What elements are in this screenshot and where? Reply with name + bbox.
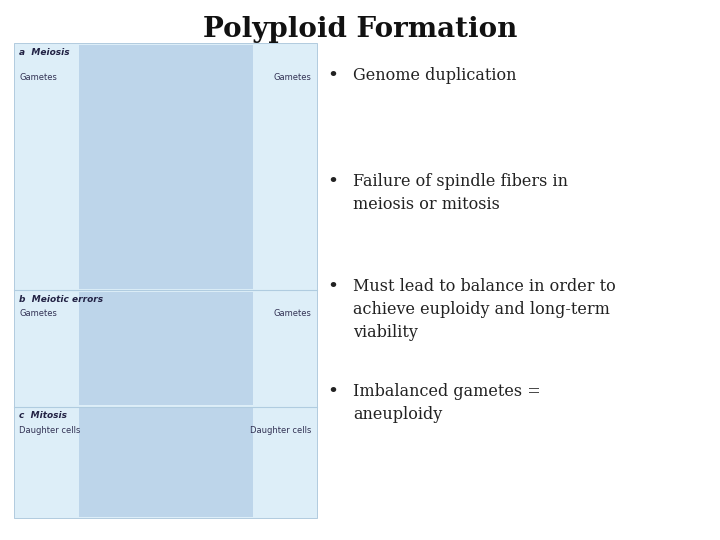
Text: Must lead to balance in order to
achieve euploidy and long-term
viability: Must lead to balance in order to achieve… bbox=[353, 278, 616, 341]
Text: Gametes: Gametes bbox=[274, 73, 312, 82]
Text: Polyploid Formation: Polyploid Formation bbox=[203, 16, 517, 43]
Bar bbox=[14, 43, 317, 518]
Text: Gametes: Gametes bbox=[19, 73, 58, 82]
Text: •: • bbox=[328, 173, 338, 191]
Text: Daughter cells: Daughter cells bbox=[19, 426, 81, 435]
Bar bbox=[79, 292, 253, 405]
Text: •: • bbox=[328, 383, 338, 401]
Bar bbox=[79, 408, 253, 517]
Text: Failure of spindle fibers in
meiosis or mitosis: Failure of spindle fibers in meiosis or … bbox=[353, 173, 568, 213]
Text: Imbalanced gametes =
aneuploidy: Imbalanced gametes = aneuploidy bbox=[353, 383, 541, 423]
Text: Gametes: Gametes bbox=[274, 309, 312, 318]
Text: b  Meiotic errors: b Meiotic errors bbox=[19, 295, 104, 303]
Text: Gametes: Gametes bbox=[19, 309, 58, 318]
Text: Daughter cells: Daughter cells bbox=[251, 426, 312, 435]
Text: c  Mitosis: c Mitosis bbox=[19, 411, 68, 420]
Text: •: • bbox=[328, 68, 338, 85]
Bar bbox=[79, 45, 253, 289]
Text: •: • bbox=[328, 278, 338, 296]
Text: Genome duplication: Genome duplication bbox=[353, 68, 516, 84]
Text: a  Meiosis: a Meiosis bbox=[19, 48, 70, 57]
